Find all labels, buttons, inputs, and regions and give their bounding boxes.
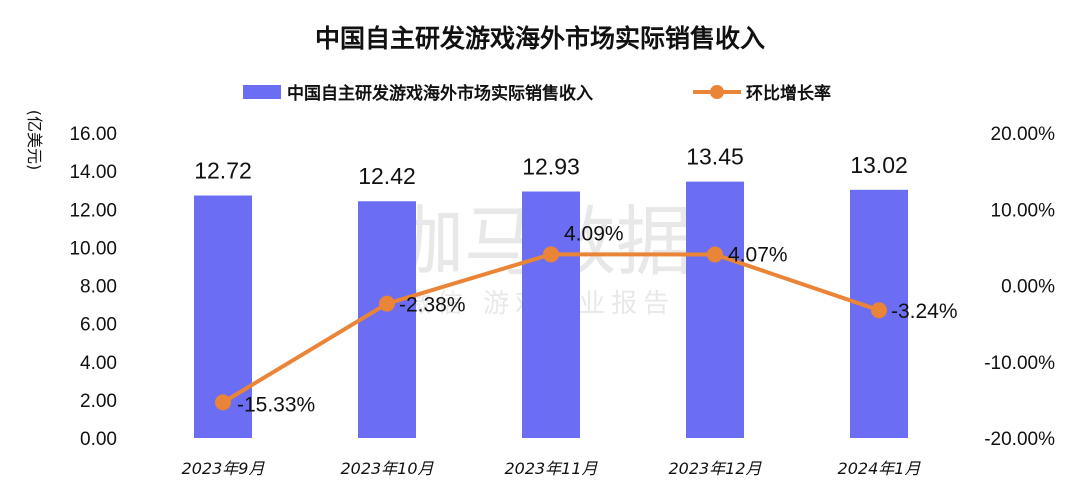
bars	[194, 181, 908, 438]
legend-bar-label: 中国自主研发游戏海外市场实际销售收入	[287, 83, 593, 104]
y-axis-unit-label: (亿美元)	[25, 110, 44, 171]
left-tick-label: 8.00	[80, 277, 117, 298]
revenue-bar	[522, 191, 580, 438]
bar-value-label: 12.72	[194, 158, 252, 184]
legend-line-label: 环比增长率	[746, 83, 831, 104]
left-tick-label: 2.00	[80, 391, 117, 412]
growth-rate-label: 4.09%	[564, 222, 624, 245]
revenue-bar	[358, 201, 416, 438]
right-tick-label: -10.00%	[984, 353, 1055, 374]
category-labels: 2023年9月 2023年10月 2023年11月 2023年12月 2024年1月	[182, 459, 922, 478]
left-tick-label: 10.00	[69, 238, 117, 259]
growth-rate-point	[707, 246, 723, 263]
growth-rate-label: -2.38%	[399, 294, 466, 317]
growth-rate-point	[871, 302, 887, 319]
left-tick-label: 6.00	[80, 315, 117, 336]
category-label: 2023年9月	[182, 459, 266, 478]
growth-rate-point	[215, 394, 231, 411]
bar-value-label: 12.93	[522, 154, 580, 180]
growth-rate-point	[543, 246, 559, 263]
right-tick-label: 20.00%	[991, 124, 1056, 145]
left-axis-ticks: 0.00 2.00 4.00 6.00 8.00 10.00 12.00 14.00 16.00	[69, 124, 117, 450]
category-label: 2023年10月	[340, 459, 434, 478]
legend-bar-swatch	[243, 85, 281, 99]
category-label: 2023年11月	[504, 459, 598, 478]
category-label: 2024年1月	[838, 459, 922, 478]
right-axis-ticks: -20.00% -10.00% 0.00% 10.00% 20.00%	[984, 124, 1055, 450]
bar-value-label: 12.42	[358, 163, 416, 189]
left-tick-label: 12.00	[69, 200, 117, 221]
chart-title: 中国自主研发游戏海外市场实际销售收入	[315, 24, 765, 53]
right-tick-label: 10.00%	[991, 200, 1056, 221]
growth-rate-label: -15.33%	[237, 393, 315, 416]
legend: 中国自主研发游戏海外市场实际销售收入 环比增长率	[243, 83, 831, 104]
left-tick-label: 14.00	[69, 162, 117, 183]
growth-rate-label: -3.24%	[891, 300, 958, 323]
growth-rate-labels: -15.33% -2.38% 4.09% 4.07% -3.24%	[237, 222, 958, 416]
right-tick-label: 0.00%	[1001, 277, 1055, 298]
growth-rate-label: 4.07%	[728, 243, 788, 266]
right-tick-label: -20.00%	[984, 429, 1055, 450]
category-label: 2023年12月	[668, 459, 762, 478]
left-tick-label: 16.00	[69, 124, 117, 145]
bar-value-labels: 12.72 12.42 12.93 13.45 13.02	[194, 144, 908, 190]
left-tick-label: 4.00	[80, 353, 117, 374]
revenue-bar	[686, 181, 744, 438]
growth-rate-point	[379, 295, 395, 312]
left-tick-label: 0.00	[80, 429, 117, 450]
growth-line-layer	[215, 246, 887, 411]
bar-value-label: 13.02	[850, 152, 908, 178]
bar-value-label: 13.45	[686, 144, 744, 170]
legend-line-marker	[710, 85, 724, 99]
